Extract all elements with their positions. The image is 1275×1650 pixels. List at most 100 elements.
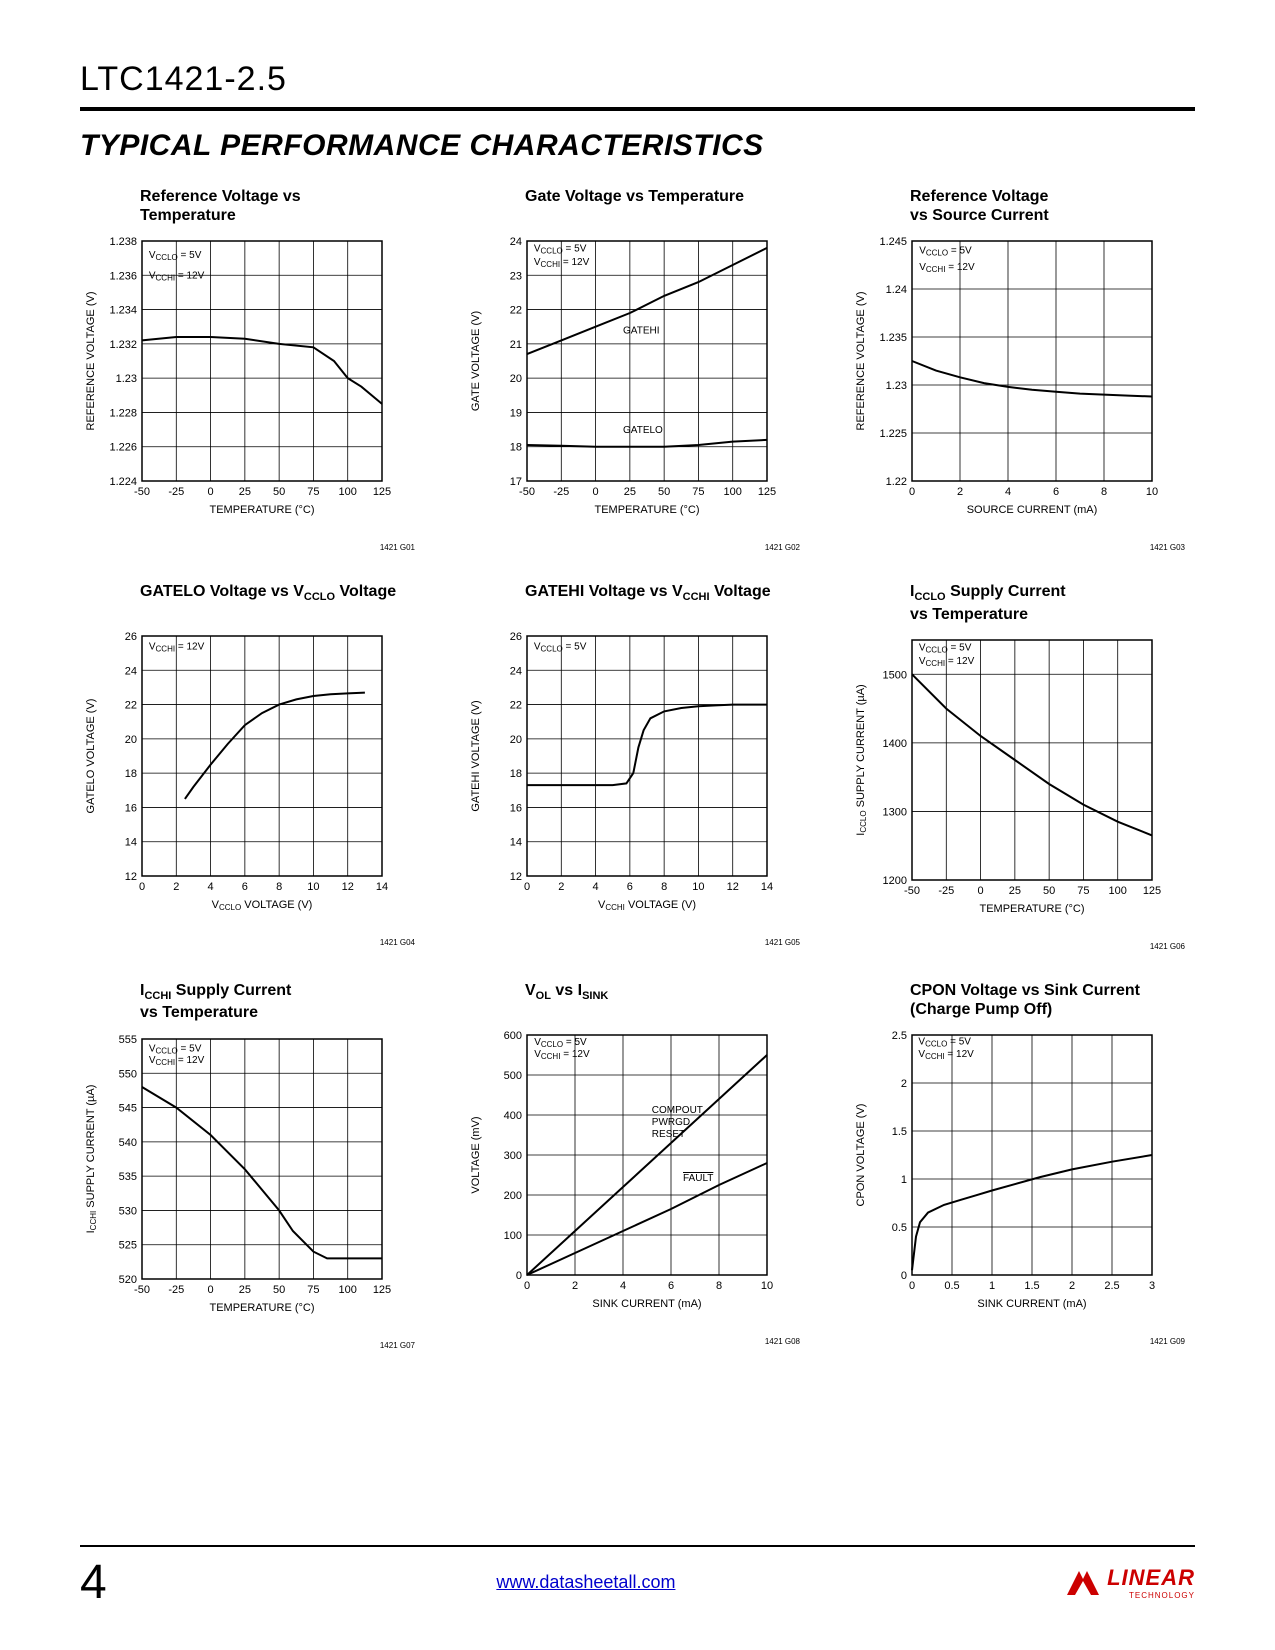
svg-text:26: 26 [125,631,137,643]
chart-title: ICCLO Supply Currentvs Temperature [910,582,1195,624]
svg-text:TEMPERATURE (°C): TEMPERATURE (°C) [979,903,1084,915]
svg-text:6: 6 [668,1280,674,1292]
chart-svg: -50-2502550751001251200130014001500TEMPE… [850,630,1180,940]
svg-text:0: 0 [524,1280,530,1292]
svg-text:125: 125 [758,486,776,498]
svg-text:125: 125 [373,1284,391,1296]
svg-text:25: 25 [1009,885,1021,897]
chart-g03: Reference Voltagevs Source Current024681… [850,187,1195,552]
chart-g07: ICCHI Supply Currentvs Temperature-50-25… [80,981,425,1350]
chart-title: Reference Voltage vsTemperature [140,187,425,225]
svg-text:50: 50 [273,486,285,498]
svg-text:VCCLO​ = 5V: VCCLO​ = 5V [919,642,972,654]
svg-text:2.5: 2.5 [892,1030,907,1042]
svg-text:540: 540 [119,1136,137,1148]
svg-text:TEMPERATURE (°C): TEMPERATURE (°C) [209,504,314,516]
svg-text:VCCLO​ VOLTAGE (V): VCCLO​ VOLTAGE (V) [212,899,313,912]
svg-text:VOLTAGE (mV): VOLTAGE (mV) [470,1116,482,1193]
svg-text:10: 10 [761,1280,773,1292]
svg-text:-25: -25 [168,1284,184,1296]
svg-text:VCCHI​ = 12V: VCCHI​ = 12V [149,271,205,283]
svg-text:1500: 1500 [883,669,907,681]
svg-text:PWRGD: PWRGD [652,1117,690,1128]
chart-title: GATELO Voltage vs VCCLO Voltage [140,582,425,620]
logo: LINEAR TECHNOLOGY [1065,1565,1195,1601]
svg-text:14: 14 [125,837,137,849]
svg-text:1: 1 [901,1174,907,1186]
svg-text:20: 20 [510,734,522,746]
svg-text:VCCHI​ = 12V: VCCHI​ = 12V [149,1055,205,1067]
svg-text:24: 24 [125,666,137,678]
chart-title: CPON Voltage vs Sink Current(Charge Pump… [910,981,1195,1019]
svg-text:12: 12 [125,871,137,883]
svg-text:500: 500 [504,1070,522,1082]
svg-text:525: 525 [119,1239,137,1251]
svg-text:VCCLO​ = 5V: VCCLO​ = 5V [918,1037,971,1049]
svg-text:8: 8 [276,881,282,893]
svg-text:SINK CURRENT (mA): SINK CURRENT (mA) [977,1298,1086,1310]
svg-text:TEMPERATURE (°C): TEMPERATURE (°C) [594,504,699,516]
svg-text:2: 2 [1069,1280,1075,1292]
svg-text:14: 14 [761,881,773,893]
svg-text:0: 0 [139,881,145,893]
svg-text:0: 0 [524,881,530,893]
svg-text:VCCLO​ = 5V: VCCLO​ = 5V [149,1043,202,1055]
chart-svg: 024681012141214161820222426VCCLO​ VOLTAG… [80,626,410,936]
svg-text:600: 600 [504,1030,522,1042]
svg-text:18: 18 [510,769,522,781]
svg-text:8: 8 [1101,486,1107,498]
svg-text:17: 17 [510,476,522,488]
svg-text:6: 6 [627,881,633,893]
chart-svg: 02468101.221.2251.231.2351.241.245SOURCE… [850,231,1180,541]
svg-text:0: 0 [909,486,915,498]
svg-text:50: 50 [658,486,670,498]
svg-text:520: 520 [119,1274,137,1286]
svg-text:6: 6 [242,881,248,893]
chart-code: 1421 G03 [850,543,1195,552]
svg-text:1.235: 1.235 [879,332,907,344]
chart-code: 1421 G04 [80,938,425,947]
chart-code: 1421 G09 [850,1337,1195,1346]
svg-text:1200: 1200 [883,875,907,887]
svg-text:75: 75 [307,1284,319,1296]
chart-svg: 00.511.522.5300.511.522.5SINK CURRENT (m… [850,1025,1180,1335]
chart-g05: GATEHI Voltage vs VCCHI Voltage024681012… [465,582,810,951]
svg-text:8: 8 [661,881,667,893]
svg-text:16: 16 [125,803,137,815]
svg-text:1.228: 1.228 [109,408,137,420]
svg-text:4: 4 [620,1280,626,1292]
svg-text:24: 24 [510,236,522,248]
svg-text:1.225: 1.225 [879,428,907,440]
logo-text: LINEAR [1107,1565,1195,1590]
svg-text:VCCHI​ = 12V: VCCHI​ = 12V [149,642,205,654]
footer-rule [80,1545,1195,1547]
svg-text:22: 22 [125,700,137,712]
svg-text:1.23: 1.23 [116,374,137,386]
svg-text:6: 6 [1053,486,1059,498]
svg-text:2: 2 [957,486,963,498]
svg-text:2: 2 [901,1078,907,1090]
svg-text:RESET: RESET [652,1129,685,1140]
svg-text:1400: 1400 [883,738,907,750]
svg-text:GATEHI: GATEHI [623,326,659,337]
svg-text:10: 10 [1146,486,1158,498]
svg-text:1300: 1300 [883,806,907,818]
chart-g02: Gate Voltage vs Temperature-50-250255075… [465,187,810,552]
svg-text:14: 14 [376,881,388,893]
svg-text:300: 300 [504,1150,522,1162]
svg-text:10: 10 [307,881,319,893]
svg-text:555: 555 [119,1034,137,1046]
svg-text:125: 125 [1143,885,1161,897]
svg-text:1.234: 1.234 [109,305,137,317]
part-number: LTC1421-2.5 [80,60,1195,99]
svg-text:4: 4 [1005,486,1011,498]
svg-text:25: 25 [239,486,251,498]
svg-text:-25: -25 [938,885,954,897]
footer-link[interactable]: www.datasheetall.com [496,1572,675,1593]
svg-text:12: 12 [342,881,354,893]
svg-text:4: 4 [593,881,599,893]
chart-svg: -50-250255075100125520525530535540545550… [80,1029,410,1339]
svg-text:VCCLO​ = 5V: VCCLO​ = 5V [534,642,587,654]
chart-code: 1421 G02 [465,543,810,552]
svg-text:2: 2 [572,1280,578,1292]
